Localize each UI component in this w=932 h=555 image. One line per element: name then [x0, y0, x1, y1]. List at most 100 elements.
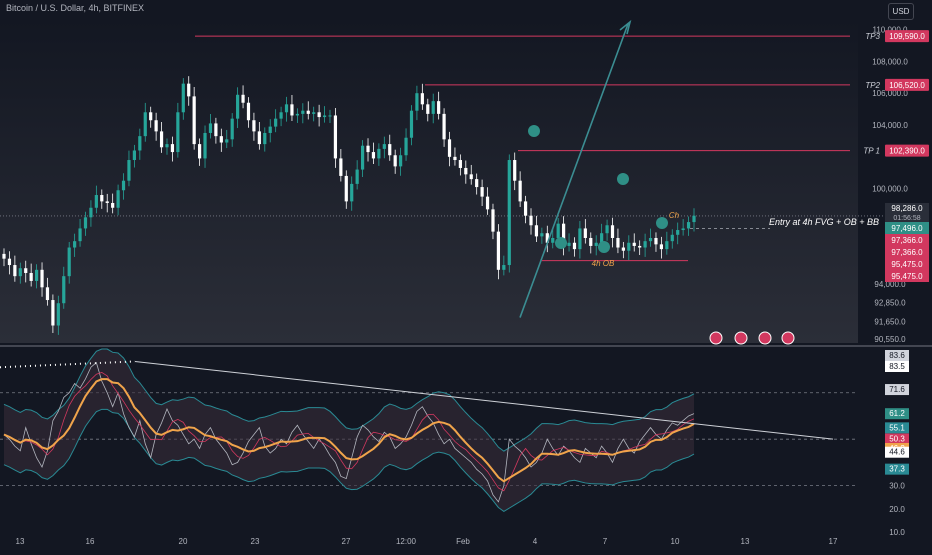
candle-body: [447, 139, 452, 157]
candle-body: [83, 217, 88, 229]
candle-body: [415, 93, 419, 111]
candle-body: [366, 145, 370, 153]
price-tag-label: 97,366.0: [891, 248, 923, 257]
candle-body: [485, 196, 490, 210]
price-axis-label: 100,000.0: [872, 185, 908, 194]
candle-body: [274, 118, 278, 127]
rsi-axis-label: 30.0: [889, 482, 905, 491]
x-axis-tick-label: 4: [533, 537, 538, 546]
ob-annotation: 4h OB: [592, 259, 615, 268]
candle-body: [513, 160, 517, 181]
candle-body: [284, 104, 289, 113]
price-tag: [885, 222, 929, 234]
rsi-axis-label: 83.5: [889, 362, 905, 371]
candle-body: [605, 225, 609, 234]
target-price-label: 106,520.0: [889, 81, 925, 90]
candle-body: [257, 131, 261, 145]
projection-arrow-head: [619, 19, 632, 35]
candle-body: [268, 126, 272, 133]
x-axis-tick-label: 13: [16, 537, 25, 546]
entry-annotation: Entry at 4h FVG + OB + BB: [769, 217, 879, 227]
candle-body: [534, 225, 539, 237]
price-tag-label: 95,475.0: [891, 272, 923, 281]
candle-body: [551, 237, 555, 243]
rsi-axis-label: 55.1: [889, 423, 905, 432]
candle-body: [632, 242, 636, 246]
x-axis-tick-label: 12:00: [396, 537, 417, 546]
candle-body: [654, 237, 658, 245]
candle-body: [149, 112, 153, 121]
current-price-box: [885, 203, 929, 223]
target-price-tag: [885, 30, 929, 43]
candle-body: [290, 104, 294, 116]
candle-body: [399, 155, 403, 167]
x-axis-tick-label: Feb: [456, 537, 470, 546]
target-price-tag: [885, 78, 929, 91]
price-axis-label: 90,550.0: [874, 335, 906, 344]
candle-body: [371, 152, 376, 159]
x-axis-tick-label: 17: [829, 537, 838, 546]
currency-button[interactable]: USD: [888, 3, 914, 20]
rsi-upper-band: [3, 348, 695, 452]
candle-body: [518, 180, 522, 202]
candle-body: [355, 169, 359, 184]
candle-body: [648, 237, 653, 242]
candle-body: [143, 112, 147, 137]
current-price-label: 98,286.0: [891, 204, 923, 213]
candle-body: [643, 241, 647, 248]
rsi-signal-line: [3, 372, 695, 492]
x-axis-tick-label: 7: [603, 537, 608, 546]
candle-body: [34, 269, 39, 281]
candle-body: [491, 209, 495, 232]
price-tag: [885, 234, 929, 246]
price-axis-label: 110,000.0: [873, 26, 909, 35]
price-tag: [885, 258, 929, 270]
structure-marker: [528, 125, 540, 137]
price-axis-label: 92,850.0: [874, 298, 906, 307]
candle-body: [523, 201, 528, 216]
x-axis-tick-label: 23: [251, 537, 260, 546]
candle-body: [214, 123, 218, 137]
candle-body: [181, 83, 185, 113]
ch-annotation: Ch: [669, 211, 680, 220]
candle-body: [567, 242, 571, 246]
candle-body: [62, 276, 66, 304]
price-tag: [885, 246, 929, 258]
rsi-axis-tag: [885, 384, 909, 396]
structure-marker: [555, 237, 567, 249]
price-tag-label: 95,475.0: [891, 260, 923, 269]
candle-body: [502, 265, 506, 270]
candle-body: [317, 112, 321, 118]
candle-body: [475, 179, 479, 188]
candle-body: [692, 215, 696, 223]
rsi-axis-tag: [885, 361, 909, 372]
candle-body: [496, 231, 501, 270]
candle-body: [230, 118, 234, 140]
candle-body: [480, 187, 484, 197]
price-tag-label: 97,366.0: [891, 236, 923, 245]
candle-body: [431, 101, 435, 114]
price-pane-bg: [0, 20, 858, 343]
candle-body: [469, 174, 473, 180]
candle-body: [132, 150, 136, 161]
candle-body: [322, 115, 327, 118]
candle-body: [252, 120, 256, 132]
rsi-lower-band: [3, 408, 695, 513]
rsi-axis-tag: [885, 350, 909, 361]
price-tag: [885, 270, 929, 282]
structure-marker: [598, 241, 610, 253]
candle-body: [295, 113, 299, 116]
candle-body: [127, 160, 131, 181]
candle-body: [165, 144, 169, 148]
candle-body: [589, 237, 593, 246]
candle-body: [29, 272, 33, 281]
x-axis-tick-label: 27: [342, 537, 351, 546]
rsi-axis-tag: [885, 463, 909, 475]
x-axis-tick-label: 16: [86, 537, 95, 546]
structure-marker: [656, 217, 668, 229]
candle-body: [105, 201, 109, 203]
x-axis-tick-label: 20: [179, 537, 188, 546]
candle-body: [670, 234, 674, 242]
candle-body: [464, 167, 468, 175]
